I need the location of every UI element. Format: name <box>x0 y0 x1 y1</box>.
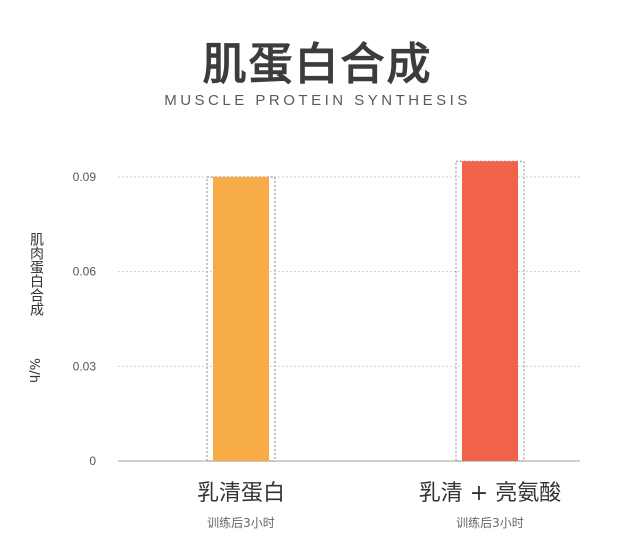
y-tick-label: 0.03 <box>73 359 97 373</box>
x-category-label: 乳清 + 亮氨酸 <box>419 481 561 506</box>
x-category-label: 乳清蛋白 <box>197 481 285 506</box>
chart-subtitle: MUSCLE PROTEIN SYNTHESIS <box>164 92 471 109</box>
y-tick-label: 0 <box>89 454 96 468</box>
x-category-note: 训练后3小时 <box>456 515 524 530</box>
chart-title: 肌蛋白合成 <box>202 39 433 90</box>
bar <box>213 177 269 461</box>
y-axis-label-text: 肌肉蛋白合成 <box>28 232 44 316</box>
y-axis-label: 肌肉蛋白合成 %/h <box>26 232 50 392</box>
y-tick-label: 0.06 <box>73 265 97 279</box>
y-tick-label: 0.09 <box>73 170 97 184</box>
x-category-note: 训练后3小时 <box>207 515 275 530</box>
y-axis-label-unit: %/h <box>26 358 41 383</box>
bar <box>462 161 518 461</box>
